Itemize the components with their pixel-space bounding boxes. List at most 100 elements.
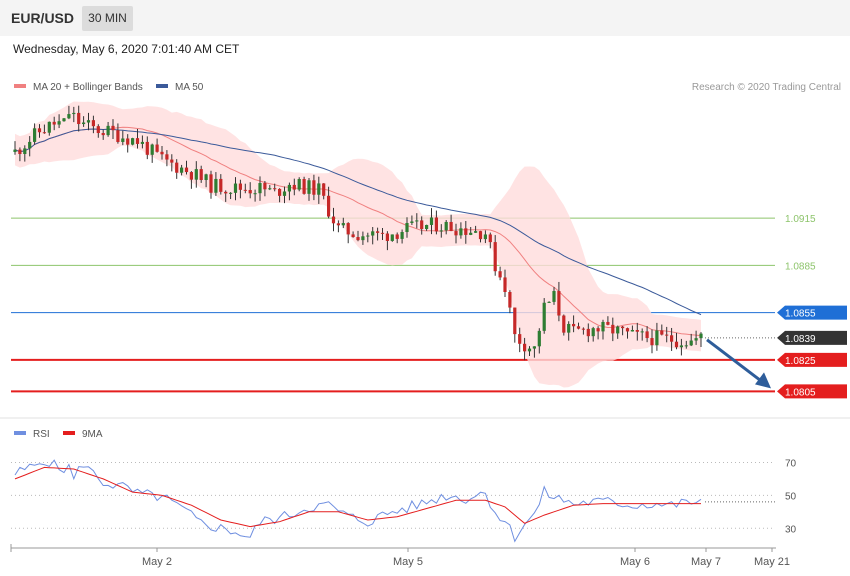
time-axis-label: May 5 [393,556,423,568]
candle-body [591,328,595,337]
candle-body [621,326,625,329]
candle-body [469,232,473,235]
bollinger-legend-swatch [14,84,26,88]
symbol-label: EUR/USD [11,10,75,26]
support-level-tag [777,384,847,399]
time-axis: May 2 May 5 May 6 May 7 May 21 [0,417,850,568]
candle-body [199,169,203,181]
candle-body [336,223,340,226]
candle-body [429,217,434,225]
candle-body [395,234,399,239]
candle-body [537,330,541,347]
candle-body [567,323,571,333]
candle-body [390,234,394,241]
candle-body [214,178,218,193]
candle-body [18,149,22,155]
candle-body [498,271,502,278]
candle-body [508,292,512,308]
candle-body [356,237,360,241]
bollinger-legend-label: MA 20 + Bollinger Bands [33,82,143,93]
ma-level-label: 1.0855 [785,309,816,320]
candle-body [86,120,91,123]
candle-body [660,330,664,335]
ma50-legend-swatch [156,84,168,88]
candle-body [62,118,66,122]
candle-body [478,231,483,240]
candle-body [385,233,389,241]
candle-body [258,183,262,194]
projection-arrow-shaft [706,338,764,384]
candle-body [601,321,605,332]
ma-level-tag [777,305,847,320]
candle-body [547,301,551,303]
candle-body [47,121,51,133]
candle-body [493,242,497,272]
candle-body [459,228,463,236]
candle-body [106,125,110,136]
candle-body [542,302,546,331]
candle-body [630,329,634,332]
candle-body [488,234,492,243]
candle-body [145,141,149,155]
candle-body [483,234,487,240]
candle-body [91,120,95,127]
timestamp: Wednesday, May 6, 2020 7:01:40 AM CET [13,42,240,56]
candle-body [454,231,458,236]
candle-body [361,236,365,241]
candle-body [464,228,468,235]
last-level-tag [777,330,847,345]
candle-body [243,189,247,191]
candle-body [376,231,380,233]
time-axis-label: May 21 [754,556,790,568]
candle-body [645,331,649,339]
projection-arrow-head [755,372,771,389]
candle-body [233,183,238,193]
candle-body [557,291,561,316]
timeframe-button[interactable]: 30 MIN [82,6,133,31]
ma9-legend-label: 9MA [82,429,103,440]
candle-body [611,324,615,334]
resistance-level-label: 1.0915 [785,214,816,225]
candle-body [282,191,287,196]
candle-body [57,121,61,125]
candle-body [273,188,277,190]
support-level-label: 1.0805 [785,387,816,398]
candle-body [650,338,654,346]
candle-body [131,138,135,145]
top-bar: EUR/USD 30 MIN [0,0,850,36]
candle-body [322,183,326,196]
candle-body [82,122,86,125]
candle-body [155,144,159,152]
candle-body [625,328,630,332]
candle-body [170,159,174,163]
candle-body [297,179,301,190]
candle-body [253,193,257,195]
candle-body [28,141,32,149]
candle-body [552,291,556,302]
candle-body [444,221,448,231]
candle-body [219,178,223,192]
candle-body [694,338,698,341]
candle-body [77,112,81,125]
candle-body [189,172,193,180]
last-level-label: 1.0839 [785,334,816,345]
candle-body [292,184,296,190]
candle-body [562,315,566,333]
candle-body [150,144,154,155]
candle-body [679,345,683,348]
rsi-ma-line [14,466,701,528]
rsi-tick-label: 30 [785,524,797,535]
candle-body [248,190,252,194]
candle-body [23,148,27,155]
candle-body [410,221,414,223]
candle-body [278,188,282,196]
candle-body [238,183,242,190]
candle-body [380,232,385,234]
rsi-panel: 30 50 70 [11,458,797,543]
rsi-legend-swatch [14,431,26,435]
candle-body [67,114,71,119]
candle-body [13,149,17,152]
candle-body [449,221,453,232]
candle-body [42,132,46,134]
